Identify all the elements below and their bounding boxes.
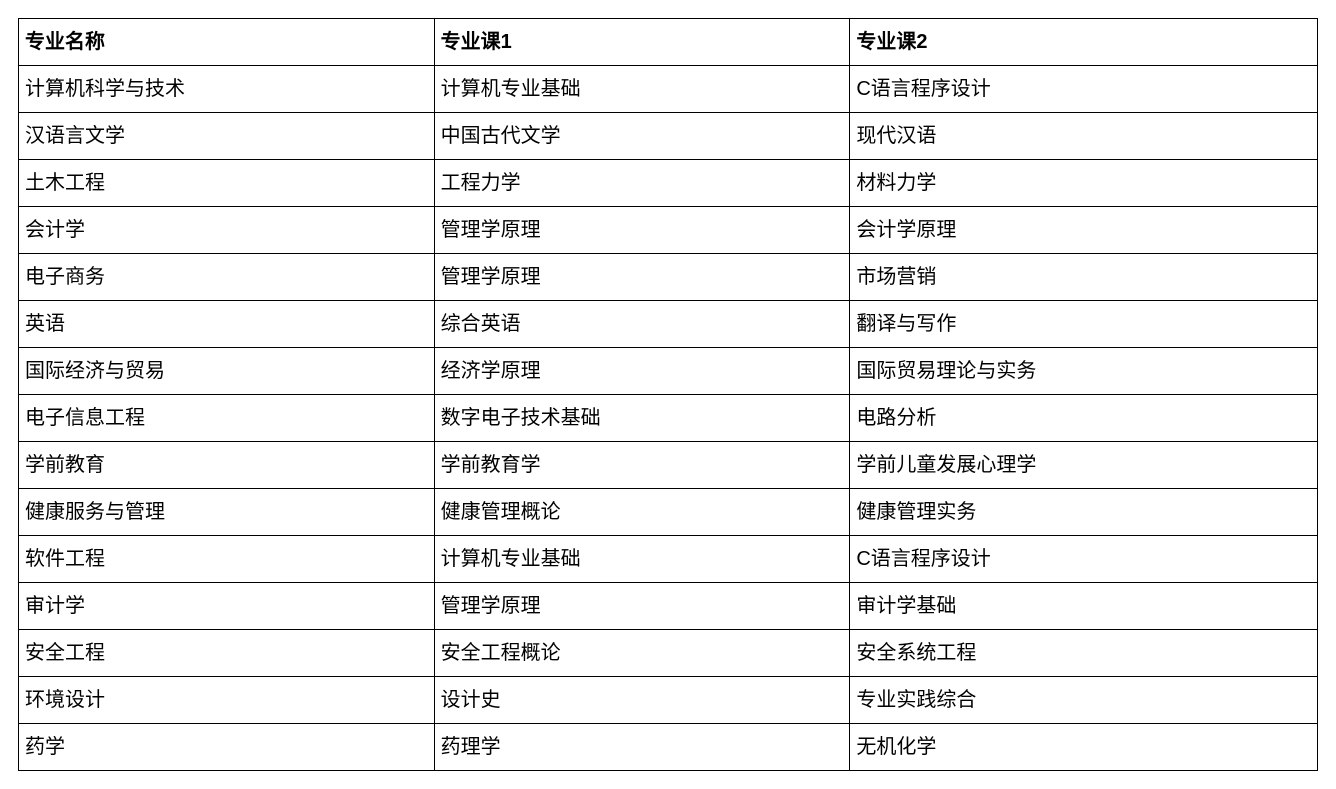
cell-major: 环境设计 bbox=[19, 677, 435, 724]
table-row: 安全工程 安全工程概论 安全系统工程 bbox=[19, 630, 1318, 677]
table-header-row: 专业名称 专业课1 专业课2 bbox=[19, 19, 1318, 66]
cell-course2: 会计学原理 bbox=[850, 207, 1318, 254]
cell-course1: 经济学原理 bbox=[434, 348, 850, 395]
cell-major: 电子商务 bbox=[19, 254, 435, 301]
table-row: 国际经济与贸易 经济学原理 国际贸易理论与实务 bbox=[19, 348, 1318, 395]
table-row: 电子信息工程 数字电子技术基础 电路分析 bbox=[19, 395, 1318, 442]
cell-course1: 药理学 bbox=[434, 724, 850, 771]
cell-course1: 安全工程概论 bbox=[434, 630, 850, 677]
cell-major: 软件工程 bbox=[19, 536, 435, 583]
cell-course2: 材料力学 bbox=[850, 160, 1318, 207]
table-row: 电子商务 管理学原理 市场营销 bbox=[19, 254, 1318, 301]
cell-major: 计算机科学与技术 bbox=[19, 66, 435, 113]
cell-major: 安全工程 bbox=[19, 630, 435, 677]
cell-course2: 市场营销 bbox=[850, 254, 1318, 301]
cell-major: 学前教育 bbox=[19, 442, 435, 489]
cell-course1: 健康管理概论 bbox=[434, 489, 850, 536]
cell-course1: 管理学原理 bbox=[434, 207, 850, 254]
cell-major: 健康服务与管理 bbox=[19, 489, 435, 536]
cell-course2: 健康管理实务 bbox=[850, 489, 1318, 536]
table-row: 环境设计 设计史 专业实践综合 bbox=[19, 677, 1318, 724]
table-row: 健康服务与管理 健康管理概论 健康管理实务 bbox=[19, 489, 1318, 536]
cell-course1: 管理学原理 bbox=[434, 254, 850, 301]
cell-course1: 设计史 bbox=[434, 677, 850, 724]
table-row: 审计学 管理学原理 审计学基础 bbox=[19, 583, 1318, 630]
cell-course1: 计算机专业基础 bbox=[434, 536, 850, 583]
cell-course2: 国际贸易理论与实务 bbox=[850, 348, 1318, 395]
cell-major: 土木工程 bbox=[19, 160, 435, 207]
cell-course2: C语言程序设计 bbox=[850, 536, 1318, 583]
cell-course2: 现代汉语 bbox=[850, 113, 1318, 160]
cell-course2: 学前儿童发展心理学 bbox=[850, 442, 1318, 489]
cell-course1: 中国古代文学 bbox=[434, 113, 850, 160]
cell-course1: 学前教育学 bbox=[434, 442, 850, 489]
table-row: 计算机科学与技术 计算机专业基础 C语言程序设计 bbox=[19, 66, 1318, 113]
col-header-course1: 专业课1 bbox=[434, 19, 850, 66]
table-row: 药学 药理学 无机化学 bbox=[19, 724, 1318, 771]
cell-major: 药学 bbox=[19, 724, 435, 771]
table-row: 会计学 管理学原理 会计学原理 bbox=[19, 207, 1318, 254]
cell-course1: 工程力学 bbox=[434, 160, 850, 207]
cell-course1: 管理学原理 bbox=[434, 583, 850, 630]
cell-course2: 专业实践综合 bbox=[850, 677, 1318, 724]
cell-course2: 翻译与写作 bbox=[850, 301, 1318, 348]
cell-course2: C语言程序设计 bbox=[850, 66, 1318, 113]
table-header: 专业名称 专业课1 专业课2 bbox=[19, 19, 1318, 66]
cell-course2: 无机化学 bbox=[850, 724, 1318, 771]
table-body: 计算机科学与技术 计算机专业基础 C语言程序设计 汉语言文学 中国古代文学 现代… bbox=[19, 66, 1318, 771]
table-row: 软件工程 计算机专业基础 C语言程序设计 bbox=[19, 536, 1318, 583]
cell-major: 汉语言文学 bbox=[19, 113, 435, 160]
cell-major: 电子信息工程 bbox=[19, 395, 435, 442]
col-header-major: 专业名称 bbox=[19, 19, 435, 66]
table-row: 英语 综合英语 翻译与写作 bbox=[19, 301, 1318, 348]
table-row: 学前教育 学前教育学 学前儿童发展心理学 bbox=[19, 442, 1318, 489]
cell-course2: 电路分析 bbox=[850, 395, 1318, 442]
cell-course1: 数字电子技术基础 bbox=[434, 395, 850, 442]
cell-major: 会计学 bbox=[19, 207, 435, 254]
col-header-course2: 专业课2 bbox=[850, 19, 1318, 66]
cell-course2: 安全系统工程 bbox=[850, 630, 1318, 677]
table-row: 土木工程 工程力学 材料力学 bbox=[19, 160, 1318, 207]
majors-courses-table: 专业名称 专业课1 专业课2 计算机科学与技术 计算机专业基础 C语言程序设计 … bbox=[18, 18, 1318, 771]
cell-major: 国际经济与贸易 bbox=[19, 348, 435, 395]
cell-course1: 综合英语 bbox=[434, 301, 850, 348]
table-row: 汉语言文学 中国古代文学 现代汉语 bbox=[19, 113, 1318, 160]
cell-major: 英语 bbox=[19, 301, 435, 348]
cell-course1: 计算机专业基础 bbox=[434, 66, 850, 113]
cell-course2: 审计学基础 bbox=[850, 583, 1318, 630]
cell-major: 审计学 bbox=[19, 583, 435, 630]
